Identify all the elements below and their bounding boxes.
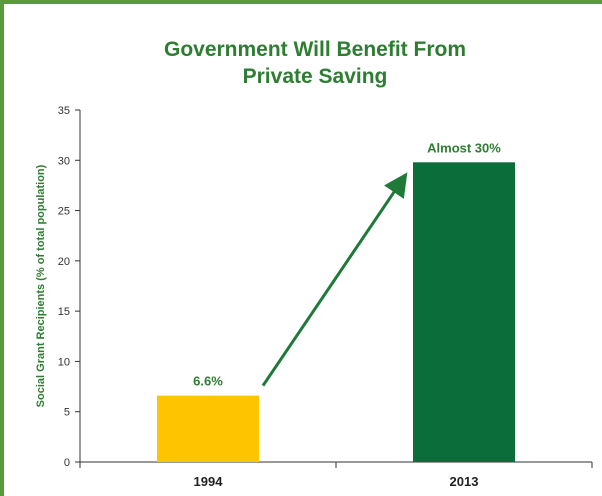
y-tick-label: 5 — [64, 407, 70, 419]
x-tick-label: 1994 — [194, 474, 224, 489]
trend-arrow — [261, 172, 408, 387]
y-axis-label: Social Grant Recipients (% of total popu… — [35, 164, 47, 407]
data-label: Almost 30% — [427, 140, 501, 155]
x-tick-label: 2013 — [450, 474, 479, 489]
data-label: 6.6% — [193, 374, 223, 389]
y-tick-label: 10 — [58, 356, 70, 368]
chart-title-line-2: Private Saving — [242, 65, 388, 88]
y-tick-label: 0 — [64, 457, 70, 469]
y-tick-label: 20 — [58, 256, 70, 268]
bar-2013 — [413, 162, 515, 462]
y-tick-label: 15 — [58, 306, 70, 318]
y-axis: 0 5 10 15 20 25 30 35 — [58, 105, 81, 469]
y-tick-label: 35 — [58, 105, 70, 117]
y-tick-label: 30 — [58, 155, 70, 167]
frame-border-top — [0, 0, 602, 4]
chart-title-line-1: Government Will Benefit From — [163, 38, 466, 61]
frame-border-left — [0, 0, 4, 496]
data-labels: 6.6% Almost 30% — [193, 140, 501, 388]
chart-title: Government Will Benefit From Private Sav… — [100, 36, 530, 90]
bar-1994 — [157, 395, 259, 462]
bars — [157, 162, 515, 462]
y-tick-label: 25 — [58, 206, 70, 218]
annotation — [261, 172, 408, 387]
x-axis: 1994 2013 — [79, 461, 593, 489]
